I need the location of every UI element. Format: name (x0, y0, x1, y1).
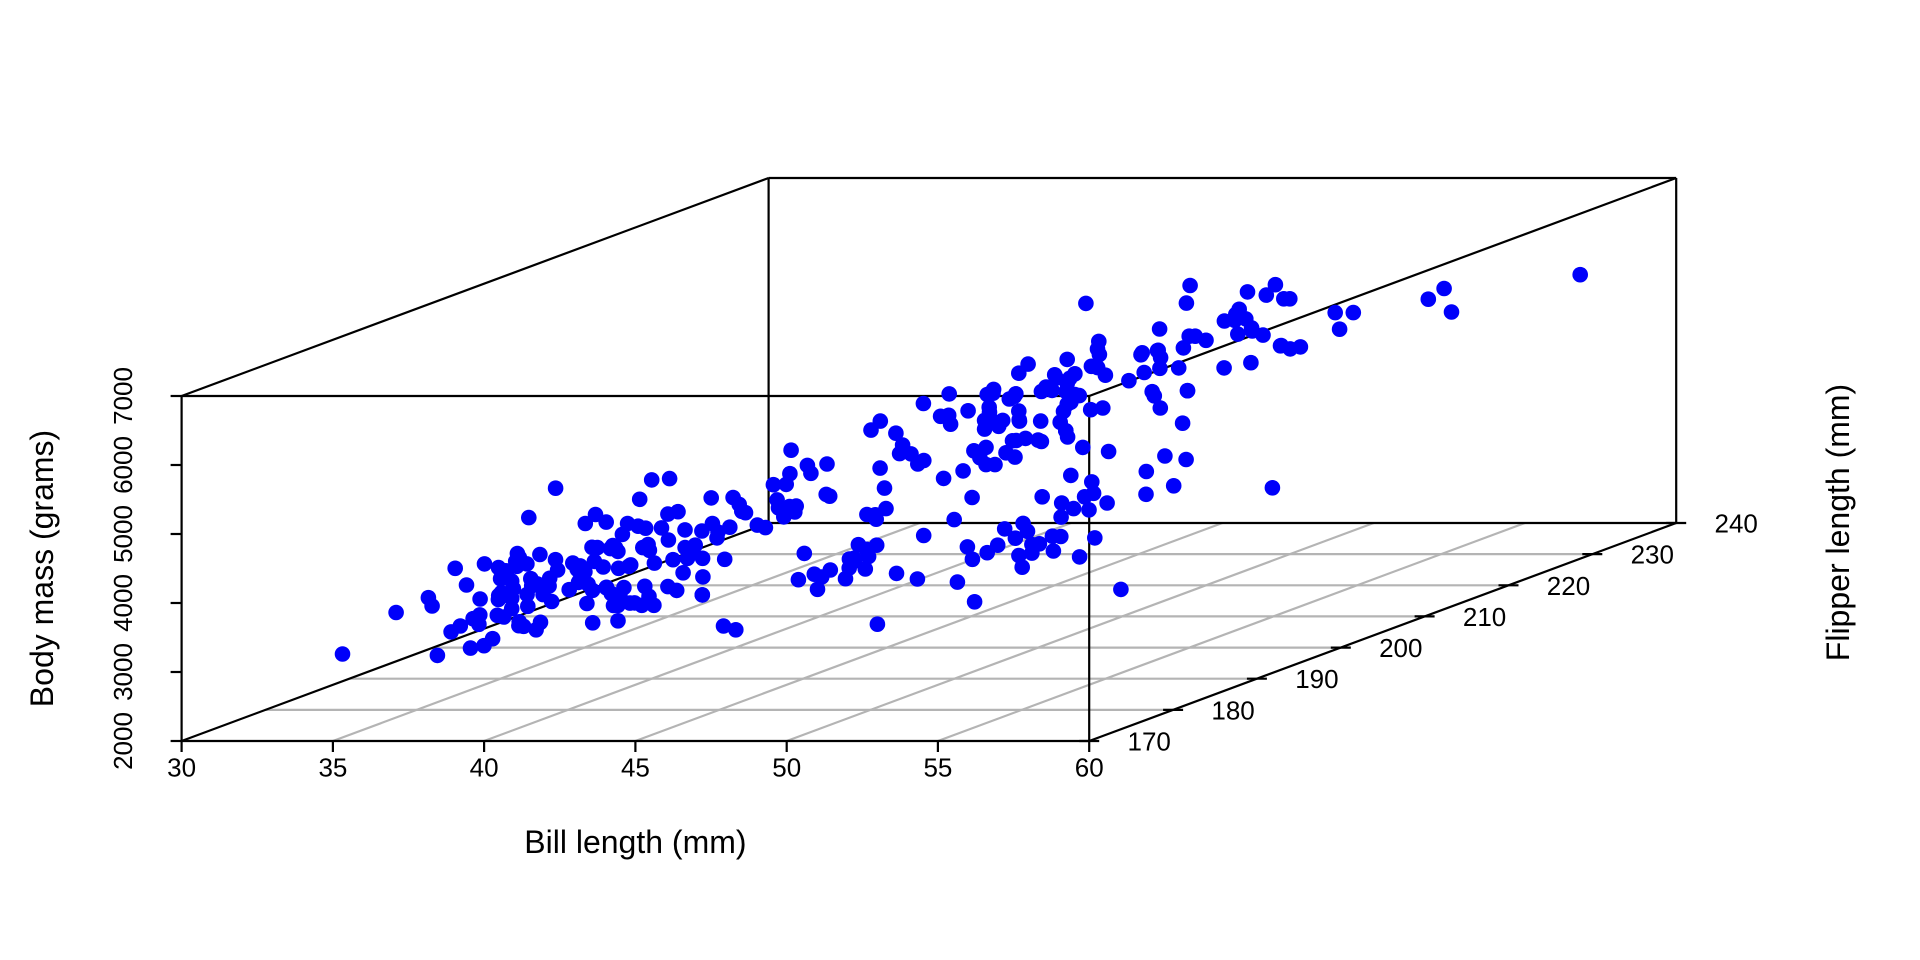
svg-text:Body mass (grams): Body mass (grams) (24, 430, 60, 707)
svg-text:220: 220 (1547, 571, 1590, 601)
svg-text:200: 200 (1379, 633, 1422, 663)
svg-text:230: 230 (1631, 540, 1674, 570)
svg-text:170: 170 (1128, 727, 1171, 757)
svg-text:2000: 2000 (108, 712, 138, 770)
svg-text:5000: 5000 (108, 505, 138, 563)
svg-text:35: 35 (318, 753, 347, 783)
svg-text:7000: 7000 (108, 367, 138, 425)
svg-text:50: 50 (772, 753, 801, 783)
svg-text:Bill length (mm): Bill length (mm) (524, 824, 746, 860)
svg-text:180: 180 (1211, 695, 1254, 725)
svg-text:60: 60 (1075, 753, 1104, 783)
svg-text:190: 190 (1295, 664, 1338, 694)
svg-text:55: 55 (923, 753, 952, 783)
svg-text:30: 30 (167, 753, 196, 783)
svg-text:4000: 4000 (108, 574, 138, 632)
svg-text:6000: 6000 (108, 436, 138, 494)
svg-text:3000: 3000 (108, 643, 138, 701)
svg-text:240: 240 (1715, 509, 1758, 539)
svg-text:Flipper length (mm): Flipper length (mm) (1820, 384, 1856, 661)
svg-text:45: 45 (621, 753, 650, 783)
svg-text:40: 40 (470, 753, 499, 783)
svg-text:210: 210 (1463, 602, 1506, 632)
